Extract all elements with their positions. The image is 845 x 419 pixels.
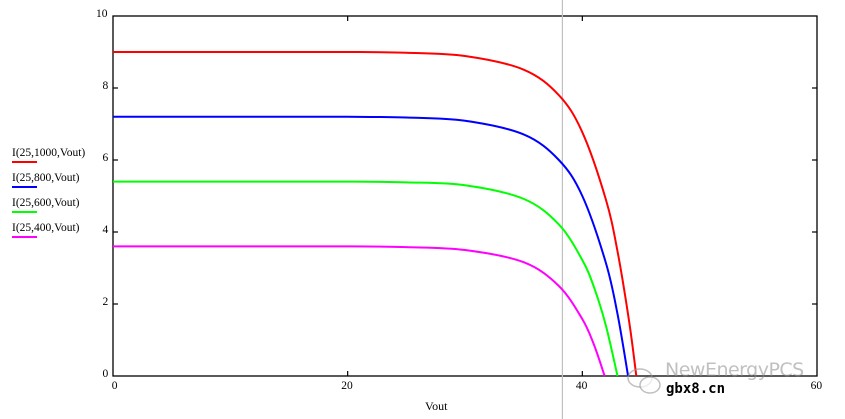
legend-label: I(25,400,Vout)	[12, 222, 80, 234]
y-tick-label: 10	[96, 8, 108, 20]
curve-I(25,400,Vout)	[112, 245, 606, 377]
x-axis-label: Vout	[425, 399, 448, 413]
curve-I(25,1000,Vout)	[112, 50, 638, 377]
x-tick-label: 40	[575, 380, 588, 392]
watermark-site: gbx8.cn	[666, 381, 726, 397]
legend-swatch	[12, 161, 37, 163]
watermark-brand: NewEnergyPCS	[665, 359, 804, 381]
legend-item-400: I(25,400,Vout)	[12, 221, 85, 246]
wechat-icon	[627, 368, 661, 394]
y-tick-label: 8	[102, 80, 109, 92]
legend-item-800: I(25,800,Vout)	[12, 171, 85, 196]
x-tick-label: 0	[111, 380, 118, 392]
curves	[112, 50, 638, 377]
y-tick-label: 6	[102, 152, 109, 164]
legend-swatch	[12, 186, 37, 188]
legend-label: I(25,800,Vout)	[12, 172, 80, 184]
axes-frame	[112, 15, 818, 377]
x-tick-label: 60	[810, 380, 823, 392]
legend-swatch	[12, 236, 37, 238]
legend: I(25,1000,Vout) I(25,800,Vout) I(25,600,…	[12, 146, 85, 246]
y-tick-label: 4	[102, 224, 109, 236]
curve-I(25,600,Vout)	[113, 180, 619, 377]
legend-item-600: I(25,600,Vout)	[12, 196, 85, 221]
legend-label: I(25,600,Vout)	[12, 197, 80, 209]
curve-I(25,800,Vout)	[113, 115, 630, 377]
legend-swatch	[12, 211, 37, 213]
legend-label: I(25,1000,Vout)	[12, 147, 86, 159]
x-tick-label: 20	[341, 380, 353, 392]
y-tick-label: 2	[102, 296, 109, 308]
y-tick-label: 0	[102, 368, 109, 380]
legend-item-1000: I(25,1000,Vout)	[12, 146, 85, 171]
